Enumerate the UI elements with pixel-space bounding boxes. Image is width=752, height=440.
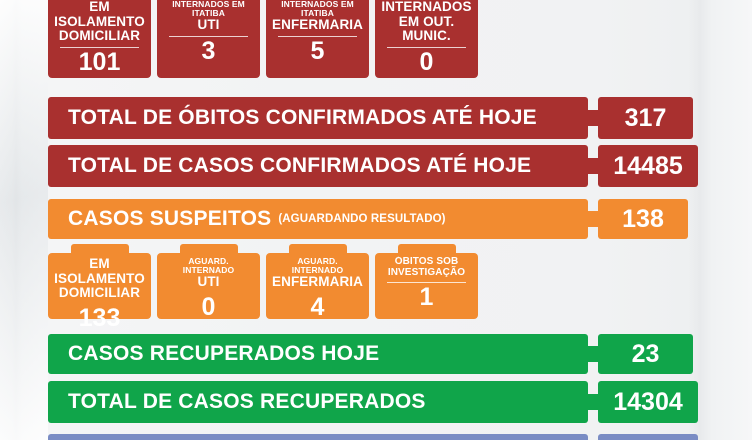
card-label-line2: ENFERMARIA [272,274,363,290]
bar-title: TOTAL DE CASOS RECUPERADOS [68,390,426,413]
card-label: INTERNADOS EM OUT. MUNIC. [380,0,473,44]
card-label-line1: INTERNADOS EM ITATIBA [172,0,245,19]
card-internados-outros-municipios: INTERNADOS EM OUT. MUNIC. 0 [375,0,478,78]
card-value: 4 [310,292,325,321]
card-label-line2: INVESTIGAÇÃO [387,266,466,278]
bar-value: 14485 [598,145,698,187]
card-divider [387,281,466,283]
card-label: AGUARD. INTERNADO ENFERMARIA [271,256,364,290]
bar-notch [588,334,598,374]
card-tab [397,244,456,256]
card-value: 0 [419,47,434,76]
card-value: 3 [201,36,216,65]
bar-value: 138 [598,199,688,239]
card-divider [278,35,357,37]
bar-title: CASOS SUSPEITOS [68,207,272,230]
active-cases-card-row: EM ISOLAMENTO DOMICILIAR 101 INTERNADOS … [48,0,478,78]
card-tab [288,244,347,256]
bar-notch [588,434,598,440]
card-suspeito-isolamento-domiciliar: EM ISOLAMENTO DOMICILIAR 133 [48,244,151,331]
card-value: 5 [310,36,325,65]
card-label-line1: INTERNADOS EM ITATIBA [281,0,354,19]
bar-value: 14304 [598,381,698,423]
bar-label: CASOS RECUPERADOS HOJE [48,334,588,374]
card-label: EM ISOLAMENTO DOMICILIAR [53,256,146,301]
bar-value [598,434,698,440]
card-value: 101 [78,47,121,76]
bar-label: CASOS SUSPEITOS (AGUARDANDO RESULTADO) [48,199,588,239]
card-label-line1: EM ISOLAMENTO [54,256,145,286]
card-label-line2: DOMICILIAR [58,285,141,301]
bar-title: TOTAL DE ÓBITOS CONFIRMADOS ATÉ HOJE [68,106,537,129]
card-value: 1 [419,282,434,311]
suspected-cases-bar: CASOS SUSPEITOS (AGUARDANDO RESULTADO) 1… [48,199,688,239]
card-isolamento-domiciliar: EM ISOLAMENTO DOMICILIAR 101 [48,0,151,78]
background-sheen [0,0,48,440]
card-label: EM ISOLAMENTO DOMICILIAR [53,0,146,44]
card-obitos-sob-investigacao: ÓBITOS SOB INVESTIGAÇÃO 1 [375,244,478,319]
bar-label: TOTAL DE CASOS CONFIRMADOS ATÉ HOJE [48,145,588,187]
bar-label: TOTAL DE ÓBITOS CONFIRMADOS ATÉ HOJE [48,97,588,139]
next-bar-clipped [48,434,698,440]
bar-title: TOTAL DE CASOS CONFIRMADOS ATÉ HOJE [68,154,532,177]
bar-title: CASOS RECUPERADOS HOJE [68,342,380,365]
card-suspeito-aguardando-enfermaria: AGUARD. INTERNADO ENFERMARIA 4 [266,244,369,321]
card-value: 133 [78,303,121,332]
card-divider [387,46,466,48]
card-internados-uti: INTERNADOS EM ITATIBA UTI 3 [157,0,260,78]
card-divider [60,46,139,48]
card-label-line1: ÓBITOS SOB [394,256,459,267]
card-tab [179,244,238,256]
suspected-cases-card-row: EM ISOLAMENTO DOMICILIAR 133 AGUARD. INT… [48,244,478,331]
card-label-line1: AGUARD. INTERNADO [291,256,344,276]
card-value: 0 [201,292,216,321]
recovered-total-bar: TOTAL DE CASOS RECUPERADOS 14304 [48,381,698,423]
card-divider [169,35,248,37]
bar-value: 317 [598,97,693,139]
card-tab [70,244,129,256]
total-confirmed-cases-bar: TOTAL DE CASOS CONFIRMADOS ATÉ HOJE 1448… [48,145,698,187]
bar-subtitle: (AGUARDANDO RESULTADO) [278,213,446,225]
card-suspeito-aguardando-uti: AGUARD. INTERNADO UTI 0 [157,244,260,321]
card-label-line2: UTI [197,274,220,290]
bar-label [48,434,588,440]
card-internados-enfermaria: INTERNADOS EM ITATIBA ENFERMARIA 5 [266,0,369,78]
recovered-today-bar: CASOS RECUPERADOS HOJE 23 [48,334,693,374]
card-label: INTERNADOS EM ITATIBA ENFERMARIA [271,0,364,33]
card-label-line1: INTERNADOS [381,0,472,14]
card-label: AGUARD. INTERNADO UTI [162,256,255,290]
card-label-line1: EM ISOLAMENTO [54,0,145,29]
bar-notch [588,97,598,139]
bar-notch [588,381,598,423]
bar-value: 23 [598,334,693,374]
card-label-line2: ENFERMARIA [272,17,363,33]
bar-label: TOTAL DE CASOS RECUPERADOS [48,381,588,423]
card-label-line2: UTI [197,17,220,33]
card-label-line2: EM OUT. MUNIC. [398,13,455,44]
card-label-line1: AGUARD. INTERNADO [182,256,235,276]
card-label: ÓBITOS SOB INVESTIGAÇÃO [380,256,473,279]
card-label: INTERNADOS EM ITATIBA UTI [162,0,255,33]
bar-notch [588,199,598,239]
card-label-line2: DOMICILIAR [58,28,141,44]
bar-notch [588,145,598,187]
total-deaths-bar: TOTAL DE ÓBITOS CONFIRMADOS ATÉ HOJE 317 [48,97,693,139]
